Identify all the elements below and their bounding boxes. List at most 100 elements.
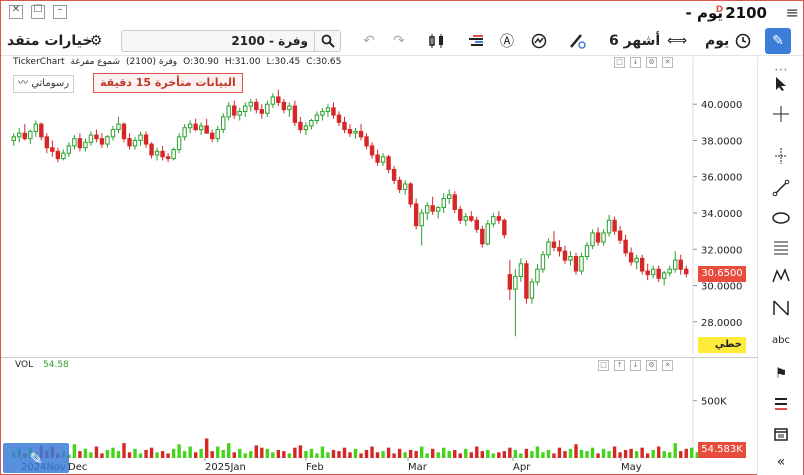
symbol-search-box <box>121 30 341 52</box>
data-delay-banner: البيانات متأخرة 15 دقيقة <box>93 73 243 93</box>
candle-body <box>204 125 209 134</box>
volume-bar <box>392 453 396 458</box>
window-menu-icon[interactable]: ≡ <box>785 3 799 22</box>
volume-bar <box>227 443 231 458</box>
volume-bar <box>662 451 666 458</box>
volume-bar <box>364 449 369 458</box>
pattern-icon[interactable] <box>770 265 792 287</box>
pane-window-icon[interactable]: □ <box>614 57 625 68</box>
volume-bar <box>326 452 330 458</box>
vol-pane-settings-icon[interactable]: ⚙ <box>646 360 657 371</box>
volume-bar <box>94 446 99 458</box>
vol-pane-close-icon[interactable]: ✕ <box>662 360 673 371</box>
volume-bar <box>414 451 418 458</box>
volume-bar <box>436 452 440 458</box>
candle-body <box>44 136 50 149</box>
trend-line-icon[interactable] <box>770 177 792 199</box>
pane-close-icon[interactable]: ✕ <box>662 57 673 68</box>
my-drawings-button[interactable]: 〰 رسوماتي <box>13 75 75 93</box>
vol-pane-window-icon[interactable]: □ <box>598 360 609 371</box>
volume-bar <box>679 451 683 458</box>
flag-icon[interactable]: ⚑ <box>774 366 788 382</box>
volume-bar <box>447 451 451 458</box>
search-icon[interactable] <box>314 31 340 51</box>
advanced-options-label[interactable]: خيارات متقد <box>7 33 93 49</box>
volume-chart[interactable]: 500K <box>1 358 758 458</box>
scale-type-label[interactable]: خطي <box>698 337 746 353</box>
volume-bar <box>579 449 584 458</box>
fibonacci-icon[interactable] <box>770 237 792 259</box>
candle-body <box>595 232 601 243</box>
candle-body <box>391 168 397 181</box>
volume-bar <box>342 447 347 458</box>
settings-gear-icon[interactable]: ⚙ <box>89 33 103 49</box>
price-chart[interactable]: 40.0000 38.0000 36.0000 34.0000 32.0000 30.00… <box>1 57 758 355</box>
symbol-search-input[interactable] <box>124 32 312 50</box>
trend-icon[interactable] <box>527 29 551 53</box>
text-abc-icon[interactable]: abc <box>772 334 790 346</box>
volume-bar <box>293 447 297 458</box>
candle-body <box>276 96 281 103</box>
candle-body <box>606 219 612 234</box>
volume-bar <box>397 448 402 458</box>
candle-body <box>667 268 672 274</box>
close-window-button[interactable]: ✕ <box>9 4 23 19</box>
last-volume-tag: 54.583K <box>698 442 746 458</box>
collapse-chevron-icon[interactable]: « <box>776 454 786 470</box>
minimize-window-button[interactable]: – <box>53 4 67 19</box>
channel-icon[interactable] <box>770 297 792 319</box>
list-layers-icon[interactable] <box>770 393 792 415</box>
volume-bar <box>673 443 677 458</box>
depth-icon[interactable] <box>463 29 487 53</box>
alerts-a-icon[interactable]: Ⓐ <box>500 34 514 50</box>
months-range-label[interactable]: 6 أشهر <box>609 33 661 49</box>
volume-bar <box>612 446 617 458</box>
floating-pencil-button[interactable]: ✎ <box>3 443 69 473</box>
calendar-icon[interactable] <box>770 423 792 445</box>
more-icon[interactable]: ⋯ <box>774 62 788 78</box>
volume-bar <box>464 448 468 458</box>
volume-bar <box>375 452 380 458</box>
volume-bar <box>486 449 490 458</box>
volume-bar <box>403 452 407 458</box>
volume-bar <box>320 446 325 458</box>
candle-body <box>535 268 540 283</box>
indicators-icon[interactable] <box>425 29 449 53</box>
candle-body <box>573 256 579 272</box>
ellipse-icon[interactable] <box>770 207 792 229</box>
vol-pane-down-icon[interactable]: ↓ <box>630 360 641 371</box>
volume-bar <box>497 452 501 458</box>
volume-bar <box>232 452 236 458</box>
candle-body <box>309 120 314 127</box>
info-close: C:30.65 <box>306 57 342 67</box>
pane-down-icon[interactable]: ↓ <box>630 57 641 68</box>
candle-body <box>171 149 176 160</box>
pane-settings-icon[interactable]: ⚙ <box>646 57 657 68</box>
cursor-arrow-icon[interactable] <box>770 73 792 95</box>
vol-pane-up-icon[interactable]: ↑ <box>614 360 625 371</box>
redo-icon[interactable]: ↷ <box>393 33 405 49</box>
candle-body <box>110 129 116 138</box>
draw-tool-icon[interactable] <box>565 29 589 53</box>
crosshair-icon[interactable] <box>770 103 792 125</box>
pencil-draw-icon[interactable]: ✎ <box>765 28 791 54</box>
range-link-icon[interactable]: ⟺ <box>666 33 688 49</box>
candle-body <box>303 125 309 131</box>
volume-bar <box>210 451 214 458</box>
volume-bar <box>695 452 699 458</box>
undo-icon[interactable]: ↶ <box>363 33 375 49</box>
volume-bar <box>441 447 446 458</box>
maximize-window-button[interactable]: ☐ <box>31 4 45 19</box>
candle-body <box>562 250 568 261</box>
time-axis: 2024NovDec2025JanFebMarAprMay <box>20 457 642 473</box>
period-label[interactable]: يوم <box>705 33 730 49</box>
candle-body <box>221 116 226 131</box>
vertical-line-icon[interactable] <box>770 145 792 167</box>
candle-body <box>546 241 551 256</box>
clock-icon[interactable] <box>731 29 755 53</box>
info-open: O:30.90 <box>183 57 219 67</box>
candle-body <box>430 205 435 212</box>
y-tick-label: 40.0000 <box>701 100 742 111</box>
candle-body <box>584 245 590 258</box>
